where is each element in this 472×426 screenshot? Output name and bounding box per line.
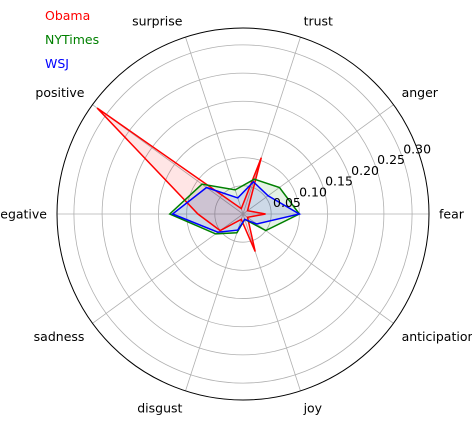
category-label-anticipation: anticipation xyxy=(402,329,472,344)
series-line-1 xyxy=(168,178,301,235)
series-fill-0 xyxy=(97,107,266,252)
category-label-joy: joy xyxy=(303,400,323,415)
legend-entry-1: NYTimes xyxy=(45,32,99,47)
series-fill-1 xyxy=(169,179,300,234)
series-lines xyxy=(96,107,302,252)
category-label-sadness: sadness xyxy=(34,329,85,344)
legend-entry-2: WSJ xyxy=(45,56,69,71)
radial-tick-label: 0.20 xyxy=(351,163,379,178)
category-label-disgust: disgust xyxy=(137,400,182,415)
category-label-surprise: surprise xyxy=(132,14,183,29)
category-label-anger: anger xyxy=(402,85,439,100)
plot-outer-circle xyxy=(56,27,430,401)
radial-tick-label: 0.15 xyxy=(325,174,353,189)
category-label-fear: fear xyxy=(439,207,465,222)
legend-entry-0: Obama xyxy=(45,8,90,23)
series-line-0 xyxy=(96,107,266,252)
grid-spoke-surprise xyxy=(185,36,244,215)
radial-tick-label: 0.10 xyxy=(299,184,327,199)
category-label-positive: positive xyxy=(35,85,84,100)
series-line-2 xyxy=(171,180,302,233)
category-labels: fear anger trust surprise positive negative sa… xyxy=(0,14,472,416)
grid-spoke-disgust xyxy=(185,213,244,392)
radial-tick-label: 0.05 xyxy=(273,195,301,210)
category-label-trust: trust xyxy=(304,14,333,29)
radial-tick-label: 0.25 xyxy=(377,152,405,167)
category-label-negative: negative xyxy=(0,207,47,222)
grid-spoke-joy xyxy=(242,213,301,392)
grid-spoke-anticipation xyxy=(242,213,394,324)
legend: Obama NYTimes WSJ xyxy=(45,8,99,71)
grid-spoke-trust xyxy=(242,36,301,215)
